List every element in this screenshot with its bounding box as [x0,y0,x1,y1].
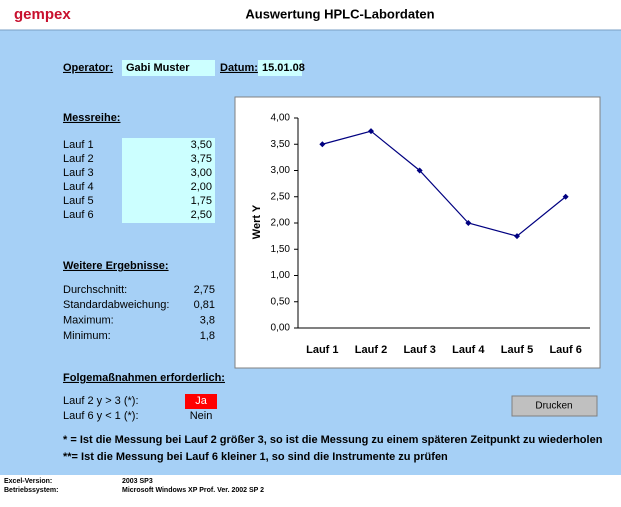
run-label: Lauf 3 [63,167,94,179]
actions-heading: Folgemaßnahmen erforderlich: [63,372,225,384]
flag-box [185,394,217,409]
point-marker [465,220,472,226]
result-value: 1,8 [200,330,215,342]
condition-value: Nein [190,410,213,422]
print-button-label[interactable]: Drucken [535,401,572,412]
logo: gempex [14,6,71,23]
operator-value: Gabi Muster [126,62,190,74]
y-tick-label: 2,00 [271,218,291,229]
footer-value: Microsoft Windows XP Prof. Ver. 2002 SP … [122,487,264,494]
series-heading: Messreihe: [63,112,120,124]
run-label: Lauf 5 [63,195,94,207]
y-tick-label: 1,00 [271,270,291,281]
header-bar [0,0,621,30]
run-label: Lauf 2 [63,153,94,165]
result-label: Minimum: [63,330,111,342]
y-axis-label: Wert Y [251,204,263,239]
date-box [258,60,302,76]
result-label: Maximum: [63,315,114,327]
point-marker [319,141,326,148]
chart-area [234,96,601,369]
x-tick-label: Lauf 1 [306,344,338,356]
result-value: 3,8 [200,315,215,327]
point-marker [368,128,374,135]
point-marker [562,193,569,200]
footer-bar [0,475,621,502]
run-value: 3,75 [191,153,212,165]
condition-value: Ja [195,395,208,407]
y-tick-label: 0,00 [271,323,291,334]
result-label: Durchschnitt: [63,284,127,296]
run-label: Lauf 6 [63,209,94,221]
y-tick-label: 2,50 [271,191,291,202]
y-tick-label: 0,50 [271,296,291,307]
title: Auswertung HPLC-Labordaten [245,6,434,21]
y-tick-label: 1,50 [271,244,291,255]
y-tick-label: 3,50 [271,139,291,150]
y-tick-label: 3,00 [271,165,291,176]
footer-label: Excel-Version: [4,478,52,485]
point-marker [416,167,423,174]
result-value: 0,81 [194,299,215,311]
run-value: 3,50 [191,139,212,151]
note: * = Ist die Messung bei Lauf 2 größer 3,… [63,434,603,446]
date-label: Datum: [220,62,258,74]
footer-value: 2003 SP3 [122,478,153,485]
print-button[interactable] [511,395,598,417]
run-label: Lauf 4 [63,181,94,193]
series-box [122,138,215,223]
operator-label: Operator: [63,62,113,74]
condition-label: Lauf 6 y < 1 (*): [63,410,139,422]
x-tick-label: Lauf 4 [452,344,485,356]
results-heading: Weitere Ergebnisse: [63,260,169,272]
series-line [322,130,567,237]
run-value: 1,75 [191,195,212,207]
run-value: 2,50 [191,209,212,221]
operator-box [122,60,215,76]
result-value: 2,75 [194,284,215,296]
date-value: 15.01.08 [262,62,305,74]
run-label: Lauf 1 [63,139,94,151]
note: **= Ist die Messung bei Lauf 6 kleiner 1… [63,451,448,463]
x-tick-label: Lauf 5 [501,344,533,356]
point-marker [514,233,520,240]
x-tick-label: Lauf 3 [403,344,435,356]
x-tick-label: Lauf 2 [355,344,387,356]
x-tick-label: Lauf 6 [549,344,581,356]
run-value: 3,00 [191,167,212,179]
y-tick-label: 4,00 [271,113,291,124]
run-value: 2,00 [191,181,212,193]
result-label: Standardabweichung: [63,299,169,311]
footer-label: Betriebssystem: [4,487,58,494]
condition-label: Lauf 2 y > 3 (*): [63,395,139,407]
